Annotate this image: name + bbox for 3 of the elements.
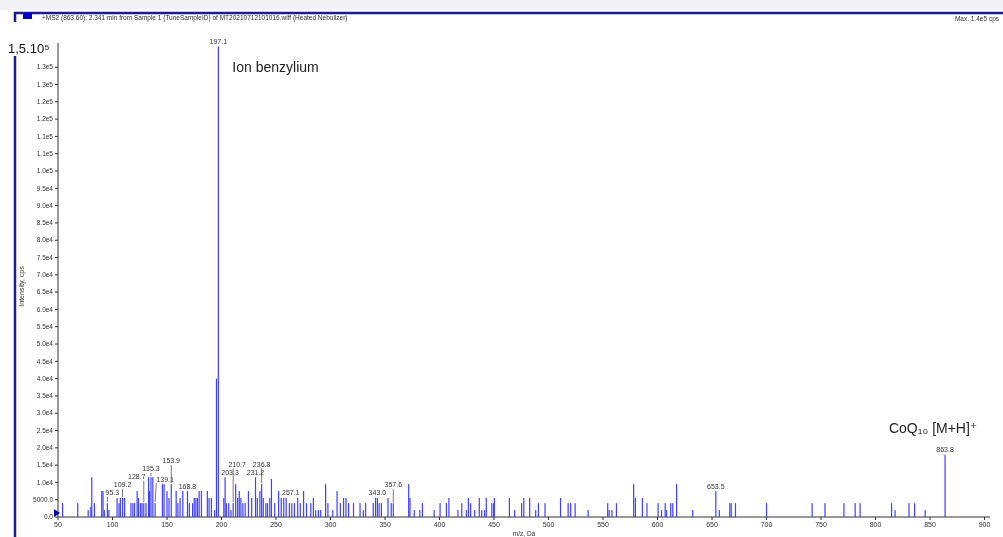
annotation: Ion benzylium [232,59,319,76]
text: 1,5.10⁵ [8,41,50,56]
annotation: CoQ₁₀ [M+H]⁺ [888,419,978,436]
